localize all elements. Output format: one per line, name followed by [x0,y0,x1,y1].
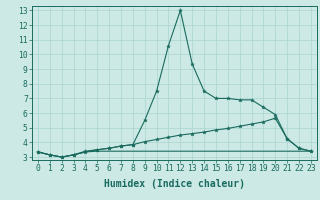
X-axis label: Humidex (Indice chaleur): Humidex (Indice chaleur) [104,179,245,189]
